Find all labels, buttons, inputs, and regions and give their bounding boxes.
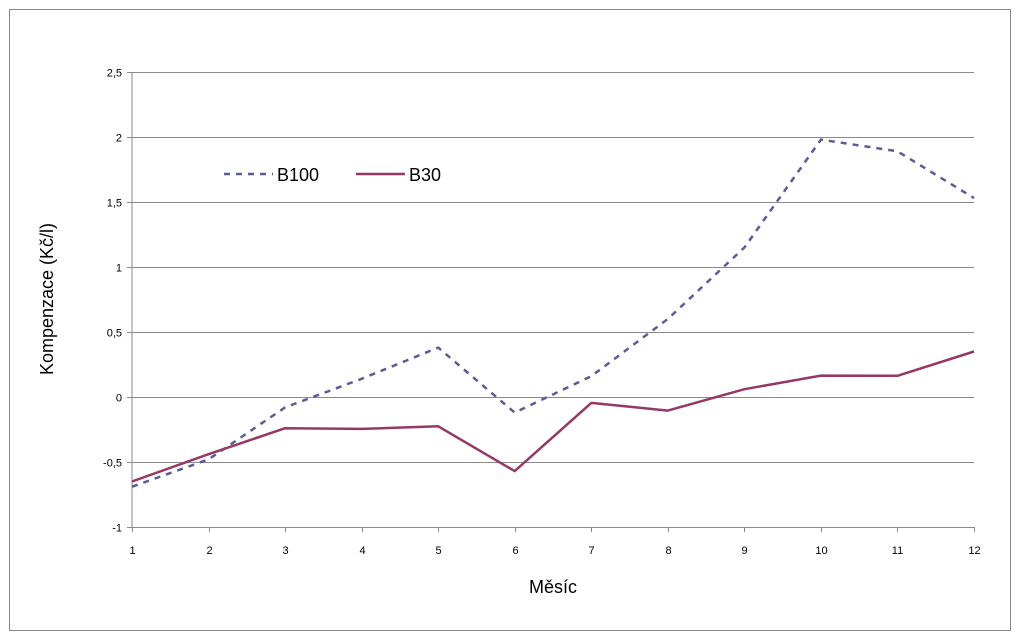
x-tick-label: 8 bbox=[665, 545, 671, 557]
series-line-b100 bbox=[131, 138, 975, 488]
series-lines bbox=[131, 138, 975, 488]
y-tick-label: 0,5 bbox=[107, 328, 122, 340]
x-tick-label: 1 bbox=[129, 545, 135, 557]
x-axis-title: Měsíc bbox=[529, 577, 577, 597]
y-tick-label: 2,5 bbox=[107, 68, 122, 80]
x-tick-label: 2 bbox=[206, 545, 212, 557]
legend: B100 B30 bbox=[224, 165, 441, 185]
x-tick-label: 4 bbox=[359, 545, 365, 557]
x-tick-label: 10 bbox=[815, 545, 827, 557]
x-tick-label: 11 bbox=[892, 545, 903, 557]
y-tick-label: 0 bbox=[116, 393, 122, 405]
x-tick-label: 12 bbox=[968, 545, 980, 557]
legend-label-b100: B100 bbox=[277, 165, 319, 185]
y-tick-label: 1 bbox=[116, 263, 122, 275]
y-tick-labels: 2,5 2 1,5 1 0,5 0 -0,5 -1 bbox=[103, 68, 132, 535]
legend-label-b30: B30 bbox=[409, 165, 441, 185]
x-tick-labels: 1 2 3 4 5 6 7 8 9 10 11 12 bbox=[129, 527, 981, 557]
series-line-b30 bbox=[131, 350, 975, 483]
y-tick-label: 2 bbox=[116, 133, 122, 145]
y-tick-label: -0,5 bbox=[103, 458, 122, 470]
y-axis-title: Kompenzace (Kč/l) bbox=[37, 223, 57, 375]
x-tick-label: 6 bbox=[512, 545, 518, 557]
x-tick-label: 3 bbox=[282, 545, 288, 557]
x-tick-label: 7 bbox=[588, 545, 594, 557]
grid-lines bbox=[132, 72, 974, 528]
y-tick-label: -1 bbox=[112, 523, 122, 535]
y-tick-label: 1,5 bbox=[107, 198, 122, 210]
x-tick-label: 9 bbox=[741, 545, 747, 557]
x-tick-label: 5 bbox=[435, 545, 441, 557]
